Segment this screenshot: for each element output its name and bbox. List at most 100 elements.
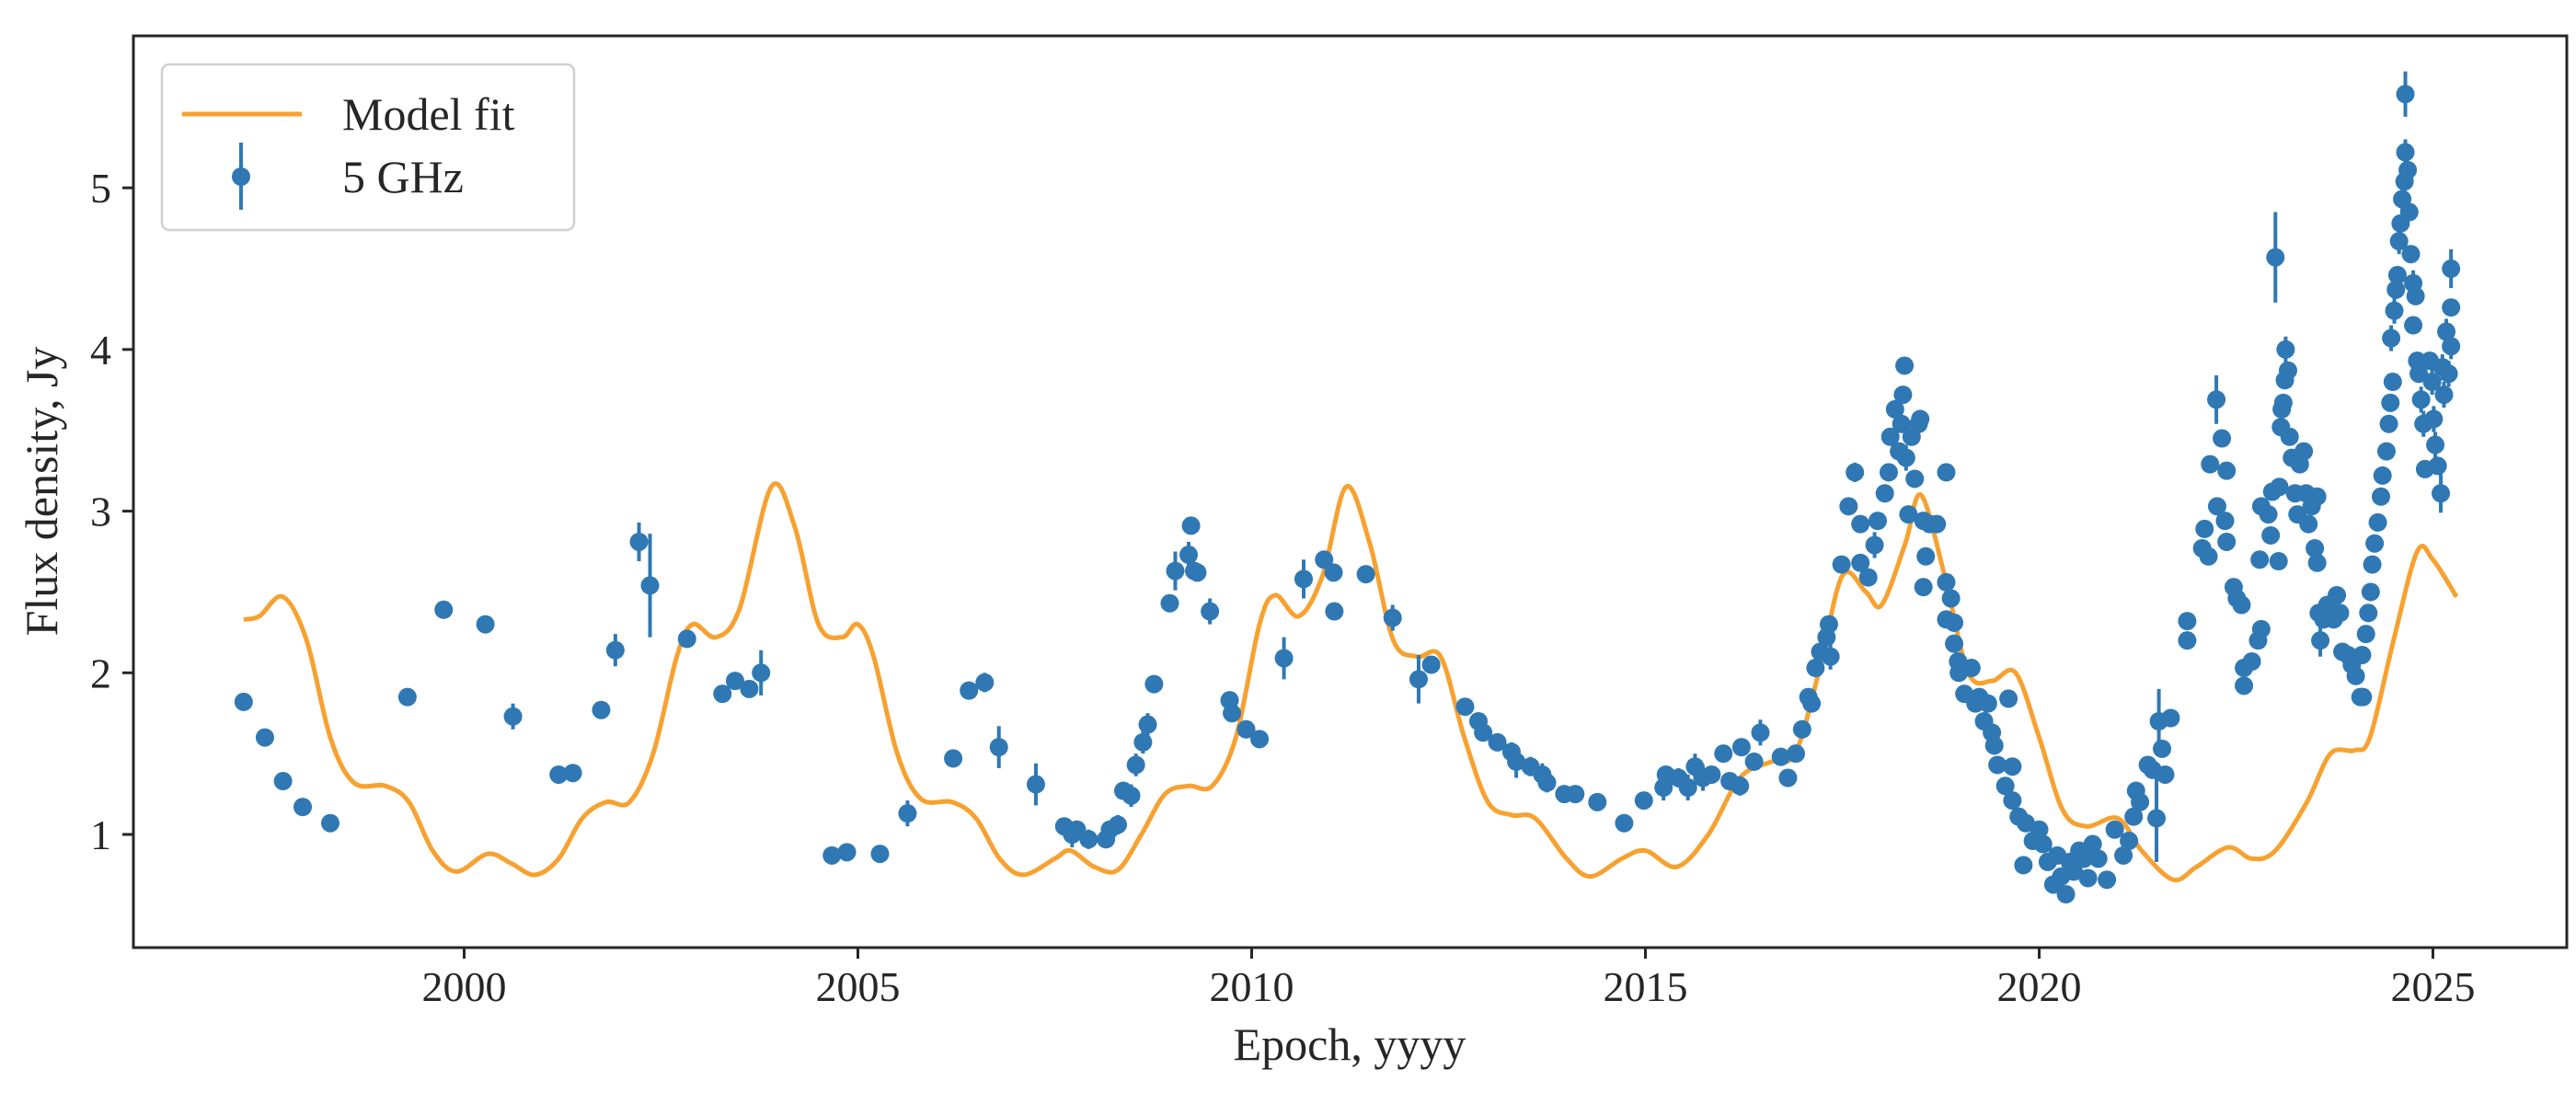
data-marker <box>1588 792 1607 811</box>
data-point <box>605 634 625 667</box>
data-point <box>1927 514 1947 534</box>
data-point <box>2330 604 2350 623</box>
data-point <box>2161 708 2180 728</box>
data-marker <box>1179 546 1199 565</box>
data-point <box>2075 849 2094 868</box>
data-point <box>1885 399 1904 419</box>
data-point <box>2014 856 2033 875</box>
data-marker <box>1778 768 1798 788</box>
data-marker <box>2432 484 2451 503</box>
data-point <box>1108 814 1127 835</box>
data-point <box>1978 694 1997 713</box>
data-marker <box>1324 563 1343 582</box>
data-point <box>1941 589 1961 608</box>
x-tick-label: 2025 <box>2390 963 2475 1010</box>
data-point <box>1999 689 2018 708</box>
data-marker <box>1160 593 1179 613</box>
data-marker <box>2153 739 2172 758</box>
data-marker <box>1821 647 1840 666</box>
data-point <box>1488 732 1507 752</box>
data-marker <box>1166 561 1185 581</box>
data-point <box>898 800 917 827</box>
data-point <box>1786 744 1805 764</box>
data-marker <box>2330 604 2350 623</box>
data-point <box>1751 719 1770 746</box>
data-marker <box>2161 708 2180 728</box>
data-point <box>2439 361 2458 387</box>
data-point <box>1455 697 1475 717</box>
data-marker <box>2353 687 2373 707</box>
data-marker <box>2199 546 2218 566</box>
data-marker <box>1927 514 1947 534</box>
data-marker <box>434 600 454 619</box>
data-point <box>2387 266 2407 285</box>
data-point <box>476 615 495 634</box>
data-point <box>592 700 611 719</box>
data-marker <box>1702 765 1721 784</box>
data-point <box>2232 595 2251 615</box>
data-point <box>1324 563 1343 582</box>
data-point <box>2064 862 2084 881</box>
data-point <box>2213 429 2232 448</box>
data-marker <box>752 663 771 683</box>
data-point <box>320 813 339 833</box>
data-point <box>563 764 582 783</box>
data-point <box>2389 228 2409 255</box>
data-marker <box>2195 519 2214 538</box>
data-point <box>2251 619 2271 638</box>
data-marker <box>2398 160 2418 179</box>
data-marker <box>2215 512 2235 531</box>
model-fit-layer <box>243 481 2459 883</box>
data-point <box>434 600 454 619</box>
data-point <box>1899 505 1918 524</box>
data-point <box>2272 399 2292 419</box>
data-point <box>2398 160 2418 179</box>
y-tick-label: 1 <box>90 811 111 858</box>
data-point <box>2105 820 2124 839</box>
data-point <box>2278 361 2297 380</box>
data-marker <box>2306 538 2325 558</box>
data-marker <box>1802 694 1822 713</box>
data-marker <box>2307 553 2327 572</box>
data-point <box>1851 553 1870 572</box>
data-point <box>1383 604 1402 631</box>
data-marker <box>293 798 313 817</box>
data-marker <box>2088 849 2108 868</box>
data-point <box>2368 512 2387 532</box>
data-marker <box>503 707 523 726</box>
data-point <box>549 765 569 784</box>
data-point <box>2250 550 2270 569</box>
data-point <box>960 681 979 700</box>
x-tick-label: 2020 <box>1996 963 2081 1010</box>
data-point <box>1905 469 1925 489</box>
data-point <box>1984 736 2004 755</box>
x-tick-label: 2010 <box>1210 963 1294 1010</box>
data-point <box>1821 643 1840 670</box>
data-marker <box>1250 730 1270 749</box>
data-point <box>2199 546 2218 566</box>
data-marker <box>1488 732 1507 752</box>
data-marker <box>2371 487 2390 506</box>
data-point <box>2207 374 2226 424</box>
data-marker <box>1744 752 1764 771</box>
data-point <box>2442 298 2461 317</box>
data-point <box>273 772 293 791</box>
data-marker <box>2359 604 2378 623</box>
data-marker <box>2396 143 2415 162</box>
data-marker <box>255 728 274 747</box>
data-marker <box>2368 512 2387 532</box>
data-marker <box>2217 532 2237 551</box>
data-point <box>1880 427 1900 446</box>
data-marker <box>2386 280 2406 299</box>
data-marker <box>2356 625 2375 644</box>
data-point <box>2276 336 2295 362</box>
data-marker <box>1201 602 1220 621</box>
data-point <box>1409 654 1428 704</box>
data-point <box>1731 776 1750 796</box>
data-point <box>2307 553 2327 572</box>
data-point <box>1079 829 1098 849</box>
data-point <box>1778 768 1798 788</box>
data-marker <box>2075 849 2094 868</box>
data-marker <box>2278 361 2297 380</box>
data-marker <box>1865 535 1884 555</box>
